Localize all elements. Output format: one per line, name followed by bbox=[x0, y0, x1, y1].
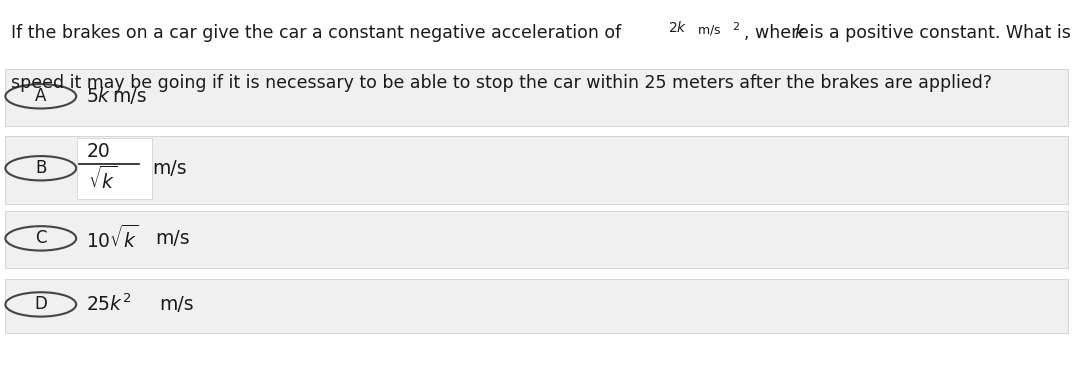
Text: D: D bbox=[34, 296, 47, 313]
FancyBboxPatch shape bbox=[5, 69, 1068, 126]
Text: m/s: m/s bbox=[113, 87, 147, 106]
Text: , where: , where bbox=[744, 24, 814, 42]
FancyBboxPatch shape bbox=[77, 138, 152, 199]
Text: $k$: $k$ bbox=[794, 24, 807, 42]
FancyBboxPatch shape bbox=[5, 279, 1068, 333]
Text: $\mathsf{m/s}$: $\mathsf{m/s}$ bbox=[697, 23, 722, 37]
Text: 20: 20 bbox=[87, 142, 111, 161]
Text: $25k^2$: $25k^2$ bbox=[86, 294, 131, 315]
Text: m/s: m/s bbox=[159, 295, 193, 314]
Text: B: B bbox=[35, 159, 46, 177]
Text: $\mathsf{2}$: $\mathsf{2}$ bbox=[732, 20, 739, 32]
Text: speed it may be going if it is necessary to be able to stop the car within 25 me: speed it may be going if it is necessary… bbox=[11, 74, 991, 92]
Text: If the brakes on a car give the car a constant negative acceleration of: If the brakes on a car give the car a co… bbox=[11, 24, 627, 42]
Text: $5k$: $5k$ bbox=[86, 87, 112, 106]
FancyBboxPatch shape bbox=[5, 211, 1068, 268]
Text: m/s: m/s bbox=[156, 229, 190, 248]
Text: $2k$: $2k$ bbox=[668, 20, 688, 35]
Text: $\sqrt{k}$: $\sqrt{k}$ bbox=[88, 166, 117, 193]
Text: m/s: m/s bbox=[152, 159, 187, 178]
Text: is a positive constant. What is the greatest: is a positive constant. What is the grea… bbox=[804, 24, 1073, 42]
Text: C: C bbox=[35, 230, 46, 247]
Text: $10\sqrt{k}$: $10\sqrt{k}$ bbox=[86, 225, 138, 252]
FancyBboxPatch shape bbox=[5, 136, 1068, 204]
Text: A: A bbox=[35, 87, 46, 105]
